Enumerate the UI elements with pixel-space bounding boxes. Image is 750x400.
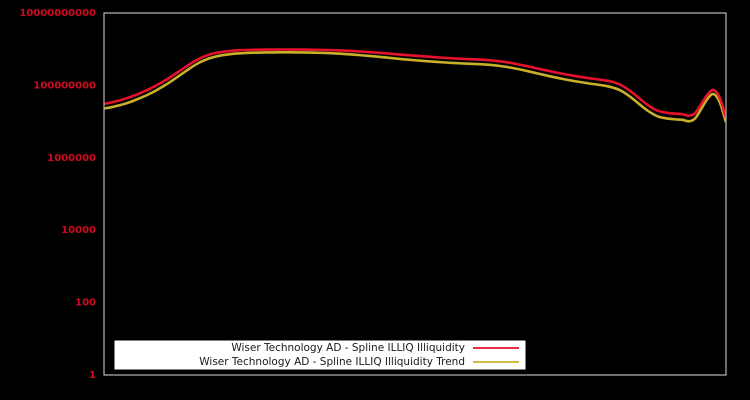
y-axis-tick-label: 1000000 — [47, 153, 96, 164]
y-axis-tick-label: 100000000 — [33, 80, 96, 91]
series-line-illiquidity-trend — [104, 51, 726, 123]
y-axis-tick-labels: 10000000000 100000000 1000000 10000 100 1 — [19, 8, 96, 381]
data-series-group — [104, 48, 726, 123]
plot-area-frame — [103, 12, 727, 376]
chart-legend[interactable]: Wiser Technology AD - Spline ILLIQ Illiq… — [114, 340, 526, 370]
y-axis-tick-label: 10000 — [61, 225, 96, 236]
legend-background — [114, 340, 526, 370]
legend-label: Wiser Technology AD - Spline ILLIQ Illiq… — [199, 356, 465, 368]
y-axis-tick-label: 1 — [89, 370, 96, 381]
legend-label: Wiser Technology AD - Spline ILLIQ Illiq… — [231, 342, 465, 354]
y-axis-tick-label: 100 — [75, 298, 96, 309]
series-line-illiquidity — [104, 48, 726, 118]
y-axis-tick-label: 10000000000 — [19, 8, 96, 19]
